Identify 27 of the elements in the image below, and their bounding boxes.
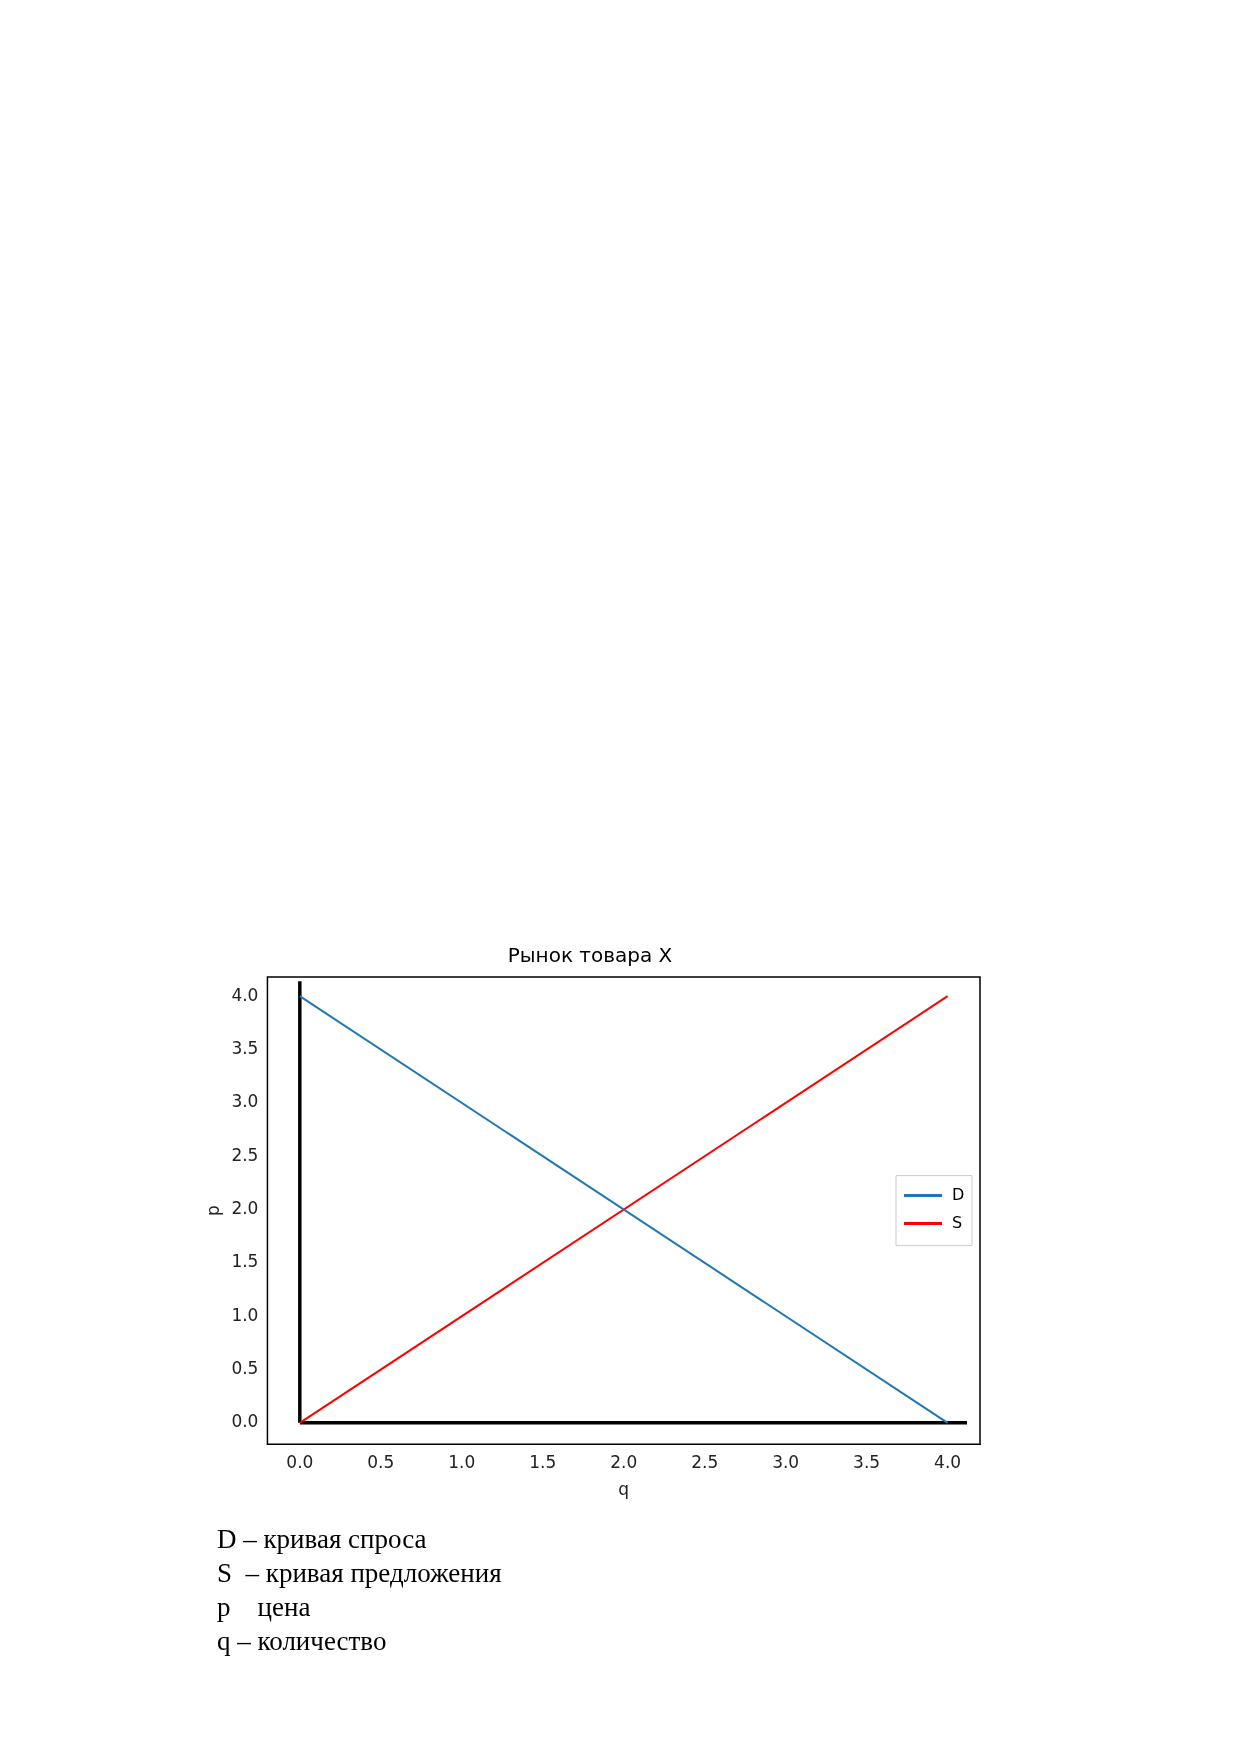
x-axis-title: q [618,1479,630,1500]
legend-label: D [952,1184,965,1204]
y-tick-label: 0.5 [231,1357,259,1378]
text: p цена [217,1591,312,1624]
x-tick-label: 3.0 [772,1451,800,1472]
x-tick-label: 3.5 [853,1451,881,1472]
x-tick-label: 1.0 [448,1451,476,1472]
text: q – количество [217,1625,388,1658]
chart-title: Рынок товара X [507,943,673,968]
y-tick-label: 2.0 [231,1197,259,1218]
y-tick-label: 3.5 [231,1037,259,1058]
y-axis-title: p [202,1205,223,1216]
y-tick-label: 1.0 [231,1304,259,1325]
x-tick-label: 2.5 [691,1451,719,1472]
x-tick-label: 2.0 [610,1451,638,1472]
y-tick-label: 2.5 [231,1144,259,1165]
text: D – кривая спроса [217,1523,428,1556]
legend-label: S [952,1212,963,1232]
y-tick-label: 3.0 [231,1091,259,1112]
x-tick-label: 1.5 [529,1451,557,1472]
x-tick-label: 0.5 [367,1451,395,1472]
y-tick-label: 0.0 [231,1411,259,1432]
y-tick-label: 4.0 [231,984,259,1005]
text: S – кривая предложения [217,1557,502,1590]
y-tick-label: 1.5 [231,1251,259,1272]
x-tick-label: 4.0 [934,1451,962,1472]
x-tick-label: 0.0 [286,1451,314,1472]
